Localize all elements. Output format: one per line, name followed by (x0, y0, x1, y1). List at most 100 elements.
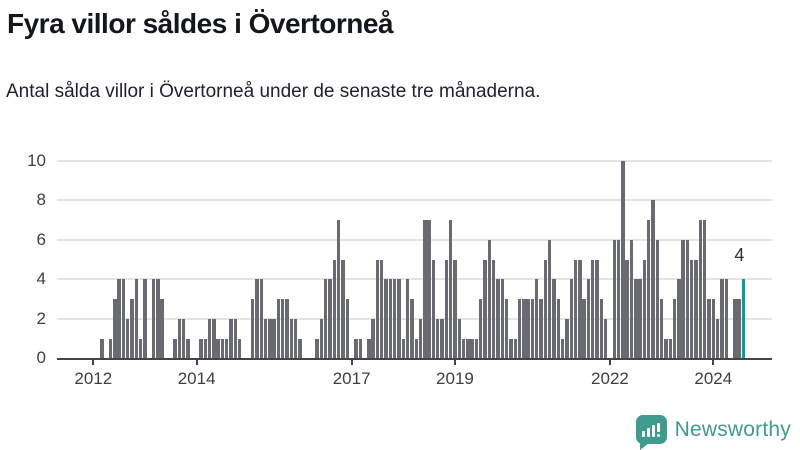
bar (392, 279, 397, 359)
bar (711, 299, 715, 359)
bar (371, 318, 375, 359)
bar (444, 259, 449, 359)
bar (504, 299, 509, 359)
bar (293, 318, 298, 359)
x-axis-tick (350, 360, 353, 366)
bar (457, 318, 461, 359)
bar (479, 299, 483, 359)
bar (229, 318, 233, 359)
bar (427, 220, 431, 359)
bar (500, 279, 505, 359)
bar (720, 279, 724, 359)
bar (220, 338, 225, 359)
bar (212, 318, 216, 359)
y-axis-tick-label: 2 (36, 308, 46, 328)
bar (367, 338, 371, 359)
bar (160, 299, 164, 359)
x-axis-tick (453, 360, 456, 366)
newsworthy-chart-bubble-icon (635, 415, 667, 450)
bar (440, 318, 444, 359)
x-axis-tick-label: 2017 (332, 369, 371, 389)
bar (591, 259, 595, 359)
bar (324, 279, 328, 359)
bar (418, 318, 423, 359)
bar (345, 299, 350, 359)
bar (216, 338, 220, 359)
gridline (57, 278, 772, 281)
bar (281, 299, 285, 359)
bar (694, 259, 698, 359)
bar (672, 299, 677, 359)
bar (453, 259, 457, 359)
bar (595, 259, 599, 359)
bar (737, 299, 741, 359)
bar (530, 299, 535, 359)
bar (203, 338, 207, 359)
bar (552, 279, 556, 359)
bar (405, 279, 410, 359)
gridline (57, 238, 772, 241)
bar (182, 318, 186, 359)
bar (263, 318, 268, 359)
bar (461, 338, 466, 359)
exclamation-icon (656, 423, 660, 437)
bar (380, 259, 384, 359)
newsworthy-logo[interactable]: Newsworthy (635, 415, 791, 450)
bar (690, 259, 694, 359)
bar (599, 299, 604, 359)
bar (298, 338, 302, 359)
bar (199, 338, 203, 359)
gridline (57, 159, 772, 162)
bar (143, 279, 147, 359)
x-axis-tick (712, 360, 715, 366)
x-axis-tick-label: 2024 (694, 369, 733, 389)
x-axis-line (57, 358, 772, 361)
bar (138, 338, 143, 359)
bar (733, 299, 737, 359)
bar (698, 220, 703, 359)
newsworthy-logo-text: Newsworthy (674, 417, 791, 441)
bar (556, 299, 560, 359)
bar (539, 299, 543, 359)
bar (474, 338, 479, 359)
bar (354, 338, 358, 359)
bar (487, 239, 492, 359)
bar (668, 338, 672, 359)
bar (724, 279, 728, 359)
bar (100, 338, 104, 359)
bar (569, 279, 573, 359)
bar (647, 220, 651, 359)
bar (634, 279, 638, 359)
bar (681, 239, 685, 359)
bar (517, 299, 522, 359)
bar (423, 220, 427, 359)
bar (565, 318, 569, 359)
mini-bar-chart-icon (641, 423, 660, 437)
bar (642, 259, 647, 359)
bar (259, 279, 263, 359)
bar (117, 279, 121, 359)
bar (522, 299, 526, 359)
bar (496, 279, 500, 359)
bar (655, 239, 660, 359)
bar (677, 279, 681, 359)
bar (586, 279, 591, 359)
bar (638, 279, 642, 359)
bar (285, 299, 289, 359)
bar (573, 259, 578, 359)
bar (315, 338, 319, 359)
bar (526, 299, 530, 359)
x-axis-tick-label: 2019 (436, 369, 474, 389)
bar (388, 279, 393, 359)
bar (612, 239, 616, 359)
y-axis-tick-label: 8 (36, 190, 46, 210)
bar (173, 338, 177, 359)
bar (470, 338, 474, 359)
bar (436, 318, 440, 359)
bar (151, 279, 156, 359)
bar (685, 239, 690, 359)
bar (134, 279, 139, 359)
bar (130, 299, 134, 359)
bar (448, 220, 453, 359)
bar (414, 338, 418, 359)
